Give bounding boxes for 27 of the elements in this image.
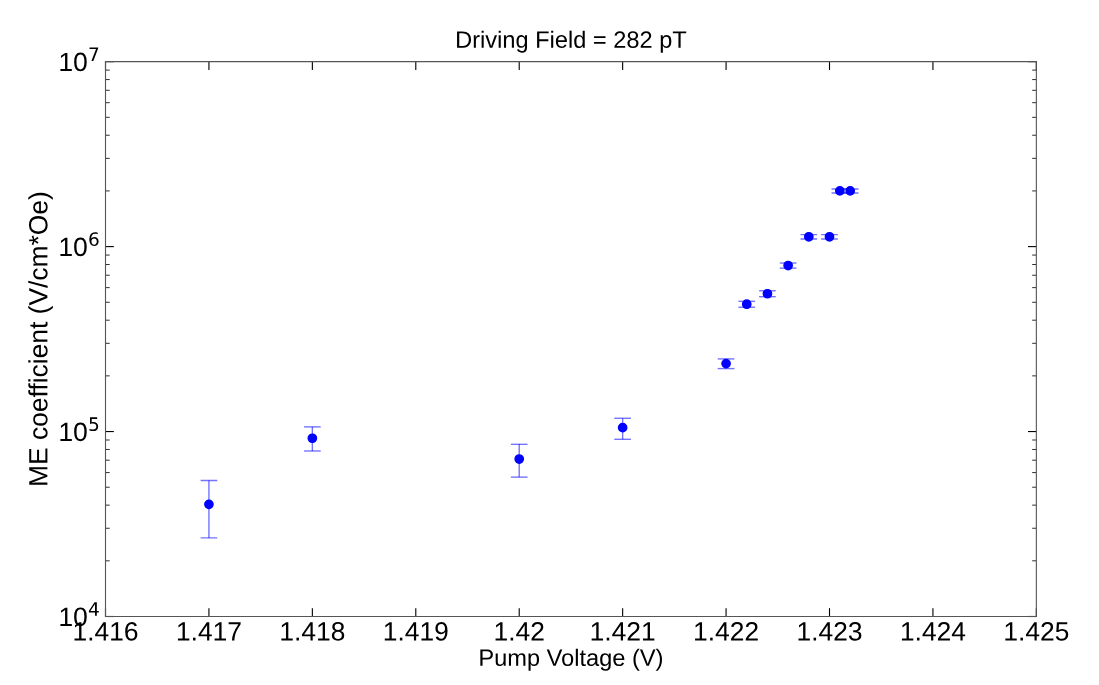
x-tick-label: 1.419	[384, 622, 448, 641]
point	[824, 231, 835, 242]
x-tick-label: 1.425	[1005, 622, 1069, 641]
y-axis-title: ME coefficient (V/cm*Oe)	[28, 192, 53, 485]
point	[204, 499, 214, 510]
y-tick-label: 10$^{7}$	[60, 47, 99, 72]
x-tick-label: 1.421	[591, 622, 655, 641]
y-tick-label: 10$^{5}$	[60, 417, 99, 442]
x-tick-label: 1.418	[281, 622, 345, 641]
x-tick-label: 1.423	[798, 622, 862, 641]
chart-title: Driving Field = 282 pT	[457, 30, 687, 53]
point	[845, 186, 856, 196]
x-tick-label: 1.422	[695, 622, 758, 641]
x-tick-label: 1.417	[177, 622, 241, 641]
point	[762, 288, 773, 299]
point	[617, 422, 628, 433]
x-tick-label: 1.424	[901, 622, 966, 641]
point	[834, 186, 845, 196]
point	[514, 454, 525, 464]
x-axis-title: Pump Voltage (V)	[480, 648, 662, 671]
x-tick-label: 1.42	[495, 622, 544, 641]
point	[721, 358, 731, 369]
point	[307, 433, 318, 444]
point	[803, 231, 814, 242]
y-tick-label: 10$^{6}$	[60, 232, 99, 257]
point	[741, 299, 752, 310]
point	[783, 260, 793, 271]
